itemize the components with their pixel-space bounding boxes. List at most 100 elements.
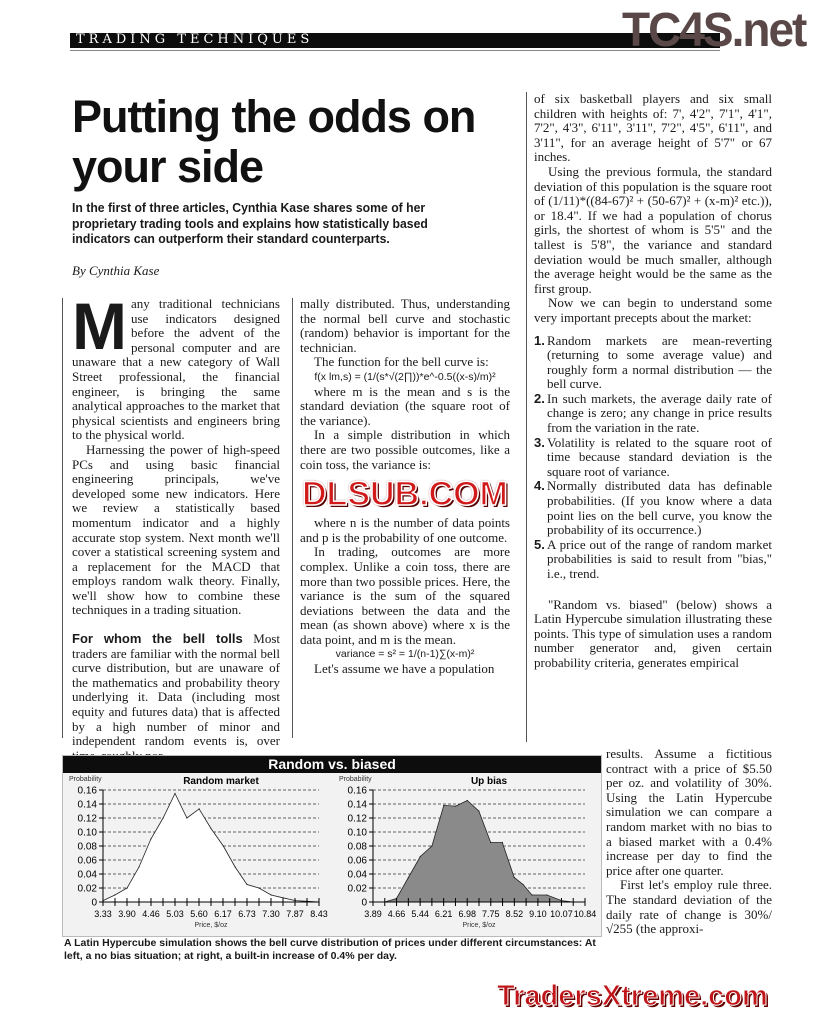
- x-tick-label: 3.33: [94, 909, 112, 919]
- x-tick-label: 6.98: [458, 909, 476, 919]
- y-tick-label: 0.12: [348, 814, 368, 825]
- paragraph: First let's employ rule three. The stand…: [606, 877, 772, 937]
- paragraph: Harnessing the power of high-speed PCs a…: [72, 441, 280, 618]
- y-tick-label: 0.08: [348, 842, 368, 853]
- header-rule: [70, 50, 720, 51]
- data-point: [466, 799, 468, 802]
- list-item: 4. Normally distributed data has definabl…: [534, 478, 772, 538]
- paragraph: Using the previous formula, the standard…: [534, 163, 772, 296]
- paragraph: Now we can begin to understand some very…: [534, 295, 772, 325]
- tc4s-logo-watermark: TC4S.net: [622, 1, 807, 57]
- data-point: [222, 845, 224, 847]
- x-tick-label: 10.07: [550, 909, 573, 919]
- subhead: For whom the bell tolls: [72, 631, 243, 647]
- y-tick-label: 0.16: [78, 786, 98, 797]
- column-rule: [526, 92, 527, 742]
- column-rule: [292, 298, 293, 738]
- x-tick-label: 6.73: [238, 909, 256, 919]
- watermark-slot: DLSUB.COM: [300, 472, 510, 516]
- x-tick-label: 6.21: [435, 909, 453, 919]
- x-axis-label: Price, $/oz: [194, 922, 228, 929]
- y-tick-label: 0: [91, 898, 97, 909]
- y-tick-label: 0: [361, 898, 367, 909]
- section-label: TRADING TECHNIQUES: [76, 32, 314, 47]
- paragraph: where m is the mean and s is the standar…: [300, 383, 510, 428]
- data-point: [258, 887, 260, 889]
- x-tick-label: 3.90: [118, 909, 136, 919]
- data-point: [455, 805, 457, 807]
- figure-title: Random vs. biased: [63, 756, 601, 773]
- x-tick-label: 5.03: [166, 909, 184, 919]
- y-tick-label: 0.16: [348, 786, 368, 797]
- y-tick-label: 0.04: [348, 870, 368, 881]
- paragraph: mally distributed. Thus, understanding t…: [300, 296, 510, 355]
- x-axis-label: Price, $/oz: [462, 922, 496, 929]
- data-point: [513, 876, 515, 879]
- data-point: [270, 894, 272, 896]
- variance-formula: variance = s² = 1/(n-1)∑(x-m)²: [335, 648, 475, 661]
- data-point: [490, 841, 492, 844]
- data-point: [419, 855, 421, 858]
- paragraph: In trading, outcomes are more complex. U…: [300, 544, 510, 647]
- y-tick-label: 0.14: [348, 800, 368, 811]
- y-tick-label: 0.14: [78, 800, 98, 811]
- data-point: [150, 838, 152, 840]
- data-point: [174, 792, 176, 795]
- list-item: 1. Random markets are mean-reverting (ret…: [534, 332, 772, 392]
- data-point: [443, 804, 445, 806]
- dlsub-watermark: DLSUB.COM: [301, 474, 508, 514]
- precepts-list: 1. Random markets are mean-reverting (ret…: [534, 332, 772, 582]
- chart-up-bias: Probability Up bias 0 0.02 0.04 0.06 0.08 0.10 0…: [339, 776, 596, 929]
- y-axis-label: Probability: [339, 776, 372, 783]
- y-tick-label: 0.12: [78, 814, 98, 825]
- x-tick-label: 7.30: [262, 909, 280, 919]
- column-rule: [62, 298, 63, 738]
- list-item: 2. In such markets, the average daily rat…: [534, 390, 772, 436]
- column-3-continued: results. Assume a fictitious contract wi…: [606, 746, 772, 937]
- x-tick-label: 4.46: [142, 909, 160, 919]
- x-tick-label: 9.10: [529, 909, 547, 919]
- x-tick-label: 4.66: [388, 909, 406, 919]
- byline: By Cynthia Kase: [72, 263, 160, 278]
- list-item: 3. Volatility is related to the square ro…: [534, 434, 772, 479]
- distribution-area: [373, 800, 585, 903]
- y-tick-label: 0.10: [348, 828, 368, 839]
- paragraph: where n is the number of data points and…: [300, 515, 510, 545]
- paragraph: results. Assume a fictitious contract wi…: [606, 746, 772, 878]
- chart-title: Random market: [183, 776, 259, 787]
- data-point: [501, 841, 503, 844]
- article-title: Putting the odds on your side: [72, 91, 476, 192]
- y-tick-label: 0.02: [348, 884, 368, 895]
- chart-random-market: Probability Random market 0 0.02 0.04 0.06 0.0…: [69, 776, 328, 929]
- data-point: [478, 810, 480, 812]
- y-tick-label: 0.08: [78, 842, 98, 853]
- y-tick-label: 0.10: [78, 828, 98, 839]
- y-tick-label: 0.02: [78, 884, 98, 895]
- data-point: [138, 866, 140, 868]
- data-point: [162, 817, 164, 819]
- tradersxtreme-watermark: TradersXtreme.com: [497, 980, 769, 1013]
- x-tick-label: 8.52: [506, 909, 524, 919]
- x-tick-label: 3.89: [364, 909, 382, 919]
- paragraph: "Random vs. biased" (below) shows a Lati…: [534, 596, 772, 670]
- data-point: [522, 883, 524, 886]
- list-item: 5. A price out of the range of random mar…: [534, 536, 772, 581]
- paragraph: For whom the bell tolls Most traders are…: [72, 631, 281, 762]
- data-point: [126, 887, 128, 889]
- data-point: [198, 808, 200, 810]
- distribution-area: [102, 792, 320, 903]
- paragraph: Let's assume we have a population: [314, 661, 495, 677]
- data-point: [114, 894, 116, 896]
- column-3: of six basketball players and six small …: [534, 91, 772, 671]
- figure-random-vs-biased: Random vs. biased Probability Random mark…: [62, 755, 602, 937]
- x-tick-label: 5.44: [411, 909, 429, 919]
- data-point: [407, 876, 409, 879]
- y-tick-label: 0.06: [78, 856, 98, 867]
- y-tick-label: 0.04: [78, 870, 98, 881]
- x-tick-label: 8.43: [310, 909, 328, 919]
- bell-curve-formula: f(x lm,s) = (1/(s*√(2∏))*e^-0.5((x-s)/m)…: [314, 370, 496, 383]
- x-tick-label: 7.87: [286, 909, 304, 919]
- x-tick-label: 5.60: [190, 909, 208, 919]
- paragraph: In a simple distribution in which there …: [300, 427, 510, 472]
